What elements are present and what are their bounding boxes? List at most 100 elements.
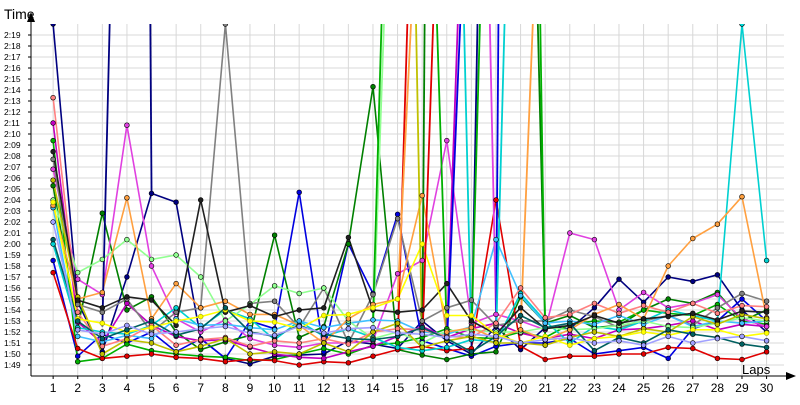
data-point bbox=[567, 334, 573, 341]
data-point bbox=[74, 327, 81, 333]
data-point bbox=[714, 310, 721, 316]
data-point bbox=[468, 324, 475, 331]
data-point bbox=[394, 340, 401, 346]
data-point bbox=[296, 340, 302, 346]
data-point bbox=[616, 310, 622, 316]
y-tick-label: 2:10 bbox=[4, 129, 21, 139]
y-tick-label: 2:08 bbox=[4, 151, 21, 161]
data-point bbox=[222, 305, 229, 311]
data-point bbox=[321, 345, 327, 352]
y-tick-label: 2:00 bbox=[4, 239, 21, 249]
data-point bbox=[345, 341, 352, 347]
data-point bbox=[99, 289, 106, 296]
data-point bbox=[370, 353, 376, 359]
x-tick-label: 10 bbox=[268, 381, 282, 395]
data-point bbox=[370, 317, 376, 323]
data-point bbox=[567, 311, 573, 318]
x-tick-label: 12 bbox=[317, 381, 331, 395]
x-tick-label: 1 bbox=[50, 381, 57, 395]
data-point bbox=[714, 291, 721, 298]
data-point bbox=[247, 356, 253, 363]
series-line bbox=[52, 194, 768, 344]
data-point bbox=[321, 355, 327, 362]
data-point bbox=[124, 307, 130, 313]
data-point bbox=[665, 309, 671, 315]
y-tick-label: 1:55 bbox=[4, 294, 21, 304]
data-point bbox=[517, 327, 524, 333]
data-point bbox=[394, 211, 401, 218]
data-point bbox=[394, 344, 401, 351]
data-point bbox=[222, 318, 229, 324]
data-point bbox=[124, 195, 130, 201]
data-point bbox=[50, 236, 56, 243]
data-point bbox=[517, 285, 524, 291]
x-tick-label: 2 bbox=[74, 381, 81, 395]
data-point bbox=[763, 338, 770, 344]
data-point bbox=[222, 298, 229, 304]
data-point bbox=[321, 330, 327, 336]
data-point bbox=[173, 309, 179, 315]
y-tick-label: 2:15 bbox=[4, 74, 21, 84]
data-point bbox=[296, 318, 302, 324]
data-point bbox=[763, 298, 770, 304]
data-point bbox=[690, 327, 696, 333]
data-point bbox=[739, 308, 745, 314]
data-point bbox=[690, 345, 696, 352]
data-point bbox=[419, 352, 425, 358]
data-point bbox=[321, 340, 327, 346]
data-point bbox=[50, 120, 56, 126]
data-point bbox=[739, 302, 745, 309]
data-point bbox=[296, 290, 302, 297]
data-point bbox=[50, 257, 56, 264]
x-tick-label: 23 bbox=[588, 381, 602, 395]
data-point bbox=[271, 342, 278, 348]
y-tick-label: 2:06 bbox=[4, 173, 21, 183]
y-tick-label: 2:05 bbox=[4, 184, 21, 194]
data-point bbox=[247, 330, 253, 336]
data-point bbox=[173, 318, 179, 324]
data-point bbox=[640, 289, 647, 296]
data-point bbox=[517, 340, 524, 346]
series-line bbox=[52, 180, 767, 355]
data-point bbox=[493, 349, 499, 355]
data-point bbox=[99, 331, 106, 337]
data-point bbox=[271, 338, 278, 344]
data-point bbox=[714, 355, 721, 362]
data-point bbox=[247, 311, 253, 318]
data-point bbox=[222, 323, 229, 330]
data-point bbox=[124, 322, 130, 329]
data-point bbox=[591, 353, 598, 359]
data-point bbox=[517, 293, 524, 299]
data-point bbox=[124, 122, 130, 128]
data-point bbox=[370, 337, 376, 343]
data-point bbox=[74, 301, 81, 308]
data-point bbox=[493, 340, 499, 346]
data-point bbox=[50, 166, 56, 172]
x-tick-label: 29 bbox=[735, 381, 749, 395]
axes: Time Laps bbox=[4, 6, 796, 380]
data-point bbox=[271, 298, 278, 304]
y-tick-label: 1:58 bbox=[4, 261, 21, 271]
x-tick-label: 20 bbox=[514, 381, 528, 395]
data-point bbox=[345, 335, 352, 342]
data-point bbox=[616, 276, 622, 282]
data-point bbox=[198, 343, 204, 349]
y-tick-label: 2:03 bbox=[4, 206, 21, 216]
x-tick-label: 8 bbox=[222, 381, 229, 395]
data-point bbox=[99, 210, 106, 216]
series-spike bbox=[396, 24, 412, 300]
x-tick-label: 9 bbox=[247, 381, 254, 395]
data-point bbox=[542, 342, 548, 348]
data-point bbox=[50, 199, 56, 205]
data-point bbox=[345, 234, 352, 241]
data-point bbox=[690, 235, 696, 242]
series-line bbox=[52, 97, 767, 348]
x-axis-arrow bbox=[786, 372, 796, 380]
data-point bbox=[394, 320, 401, 326]
data-point bbox=[74, 276, 81, 282]
data-point bbox=[763, 316, 770, 322]
x-tick-label: 21 bbox=[538, 381, 552, 395]
data-point bbox=[517, 318, 524, 324]
data-point bbox=[763, 330, 770, 336]
